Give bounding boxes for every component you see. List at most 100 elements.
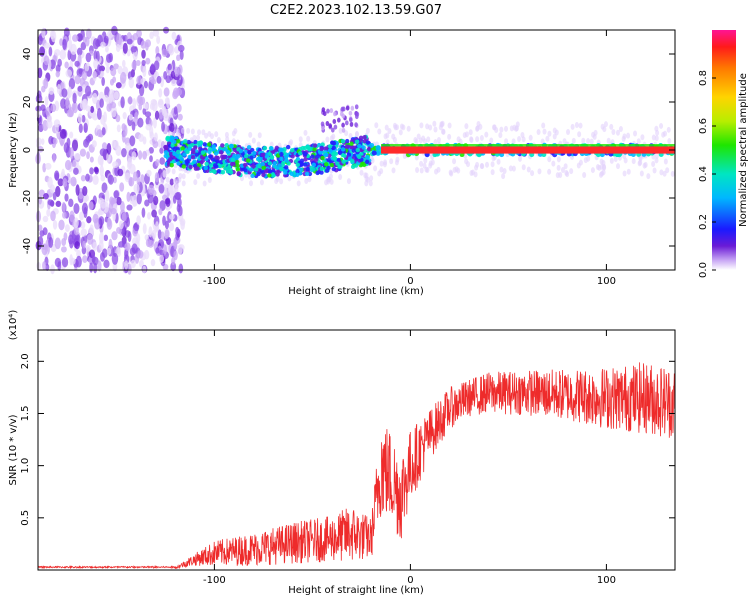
spectrogram-cell [167, 63, 172, 71]
spectrogram-cell [640, 134, 645, 141]
spectrogram-cell [326, 108, 330, 114]
spectrogram-cell [111, 231, 118, 241]
spectrogram-cell [207, 149, 212, 155]
spectrogram-cell [475, 125, 480, 132]
spectrogram-cell [64, 159, 72, 171]
spectrogram-cell [142, 102, 149, 110]
spectrogram-cell [113, 190, 120, 199]
spectrogram-cell [346, 178, 351, 185]
spectrogram-cell [82, 196, 88, 204]
spectrogram-cell [661, 131, 666, 138]
spectrogram-cell [499, 166, 504, 173]
spectrogram-cell [491, 155, 496, 162]
spectrogram-cell [257, 164, 262, 169]
spectrogram-cell [86, 151, 90, 160]
spectrogram-cell [659, 122, 664, 129]
spectrogram-cell [349, 117, 353, 123]
spectrogram-cell [45, 106, 51, 117]
spectrogram-cell [545, 135, 550, 142]
spectrogram-cell [108, 238, 113, 251]
spectrogram-cell [48, 87, 55, 95]
spectrogram-cell [207, 130, 212, 137]
spectrogram-cell [295, 162, 300, 168]
spectrogram-cell [242, 162, 248, 168]
spectrogram-cell [178, 172, 183, 179]
spectrogram-cell [149, 155, 153, 163]
spectrogram-cell [175, 191, 182, 201]
spectrogram-cell [325, 121, 330, 127]
snr-panel: -100 0 100 0.5 1.0 1.5 2.0 Height of straight… [8, 310, 676, 596]
spectrogram-cell [652, 167, 657, 174]
spectrogram-cell [207, 176, 212, 183]
spectrogram-cell [204, 161, 209, 167]
spectrogram-cell [248, 167, 254, 172]
spectrogram-cell [377, 128, 382, 135]
spectrogram-cell [270, 173, 276, 178]
spectrogram-cell [93, 50, 98, 61]
spectrogram-cell [55, 70, 60, 78]
spectrogram-cell [277, 163, 282, 168]
spectrogram-cell [111, 252, 119, 265]
spectrogram-cell [86, 216, 92, 224]
spectrogram-cell [81, 246, 87, 255]
spectrogram-cell [116, 196, 122, 206]
spectrogram-cell [106, 151, 111, 163]
spectrogram-cell [168, 222, 175, 232]
spectrogram-cell [197, 129, 202, 136]
spectrogram-cell [413, 136, 418, 143]
spectrogram-cell [154, 132, 158, 142]
spectrogram-cell [362, 135, 367, 140]
spectrogram-cell [85, 85, 92, 97]
spectrogram-cell [112, 176, 117, 184]
spectrogram-cell [92, 241, 98, 252]
spectrogram-cell [362, 162, 367, 168]
spectrogram-cell [313, 157, 319, 162]
spectrogram-cell [140, 40, 147, 49]
spectrogram-cell [66, 109, 74, 118]
spectrogram-cell [106, 142, 112, 155]
spectrogram-cell [50, 264, 55, 275]
spectrogram-cell [304, 177, 309, 184]
spectrogram-cell [208, 163, 214, 168]
spectrogram-cell [158, 183, 165, 194]
spectrogram-cell [589, 138, 594, 145]
spectrogram-cell [346, 152, 352, 158]
spectrogram-cell [329, 108, 334, 114]
spectrogram-cell [192, 159, 197, 164]
spectrogram-cell [250, 173, 255, 178]
spectrogram-cell [148, 146, 154, 154]
spectrogram-cell [180, 146, 185, 151]
spectrogram-cell [214, 159, 220, 164]
snr-x-ticks: -100 0 100 [203, 330, 616, 586]
spectrogram-cell [113, 140, 119, 150]
spectrogram-cell [186, 139, 191, 145]
spectrogram-cell [578, 122, 583, 129]
spectrogram-cell [329, 162, 334, 168]
spectrogram-cell [368, 180, 373, 187]
spectrogram-cell [54, 257, 62, 268]
spectrogram-cell [202, 142, 207, 147]
spectrogram-cell [621, 135, 626, 142]
spectrogram-cell [298, 167, 304, 172]
spectrogram-cell [571, 137, 576, 144]
spectrogram-cell [162, 215, 166, 226]
spectrogram-cell [47, 199, 54, 206]
spectrogram-cell [479, 162, 484, 169]
spectrogram-cell [366, 146, 372, 152]
spectrogram-cell [163, 87, 170, 97]
spectrogram-cell [92, 70, 98, 79]
spectrogram-cell [117, 168, 124, 177]
spectrogram-cell [37, 235, 44, 247]
spectrogram-cell [364, 155, 370, 160]
colorbar-tick-label: 0.8 [698, 70, 709, 86]
spectrogram-cell [324, 168, 330, 173]
spectrogram-cell [92, 92, 98, 105]
spectrogram-cell [406, 125, 411, 132]
spectrogram-cell [439, 121, 444, 128]
spectrogram-cell [52, 137, 58, 145]
spectrogram-cell [141, 207, 146, 218]
spectrogram-cell [225, 169, 231, 174]
spectrogram-cell [609, 157, 614, 164]
spectrogram-cell [566, 128, 571, 135]
spectrogram-cell [85, 28, 92, 40]
